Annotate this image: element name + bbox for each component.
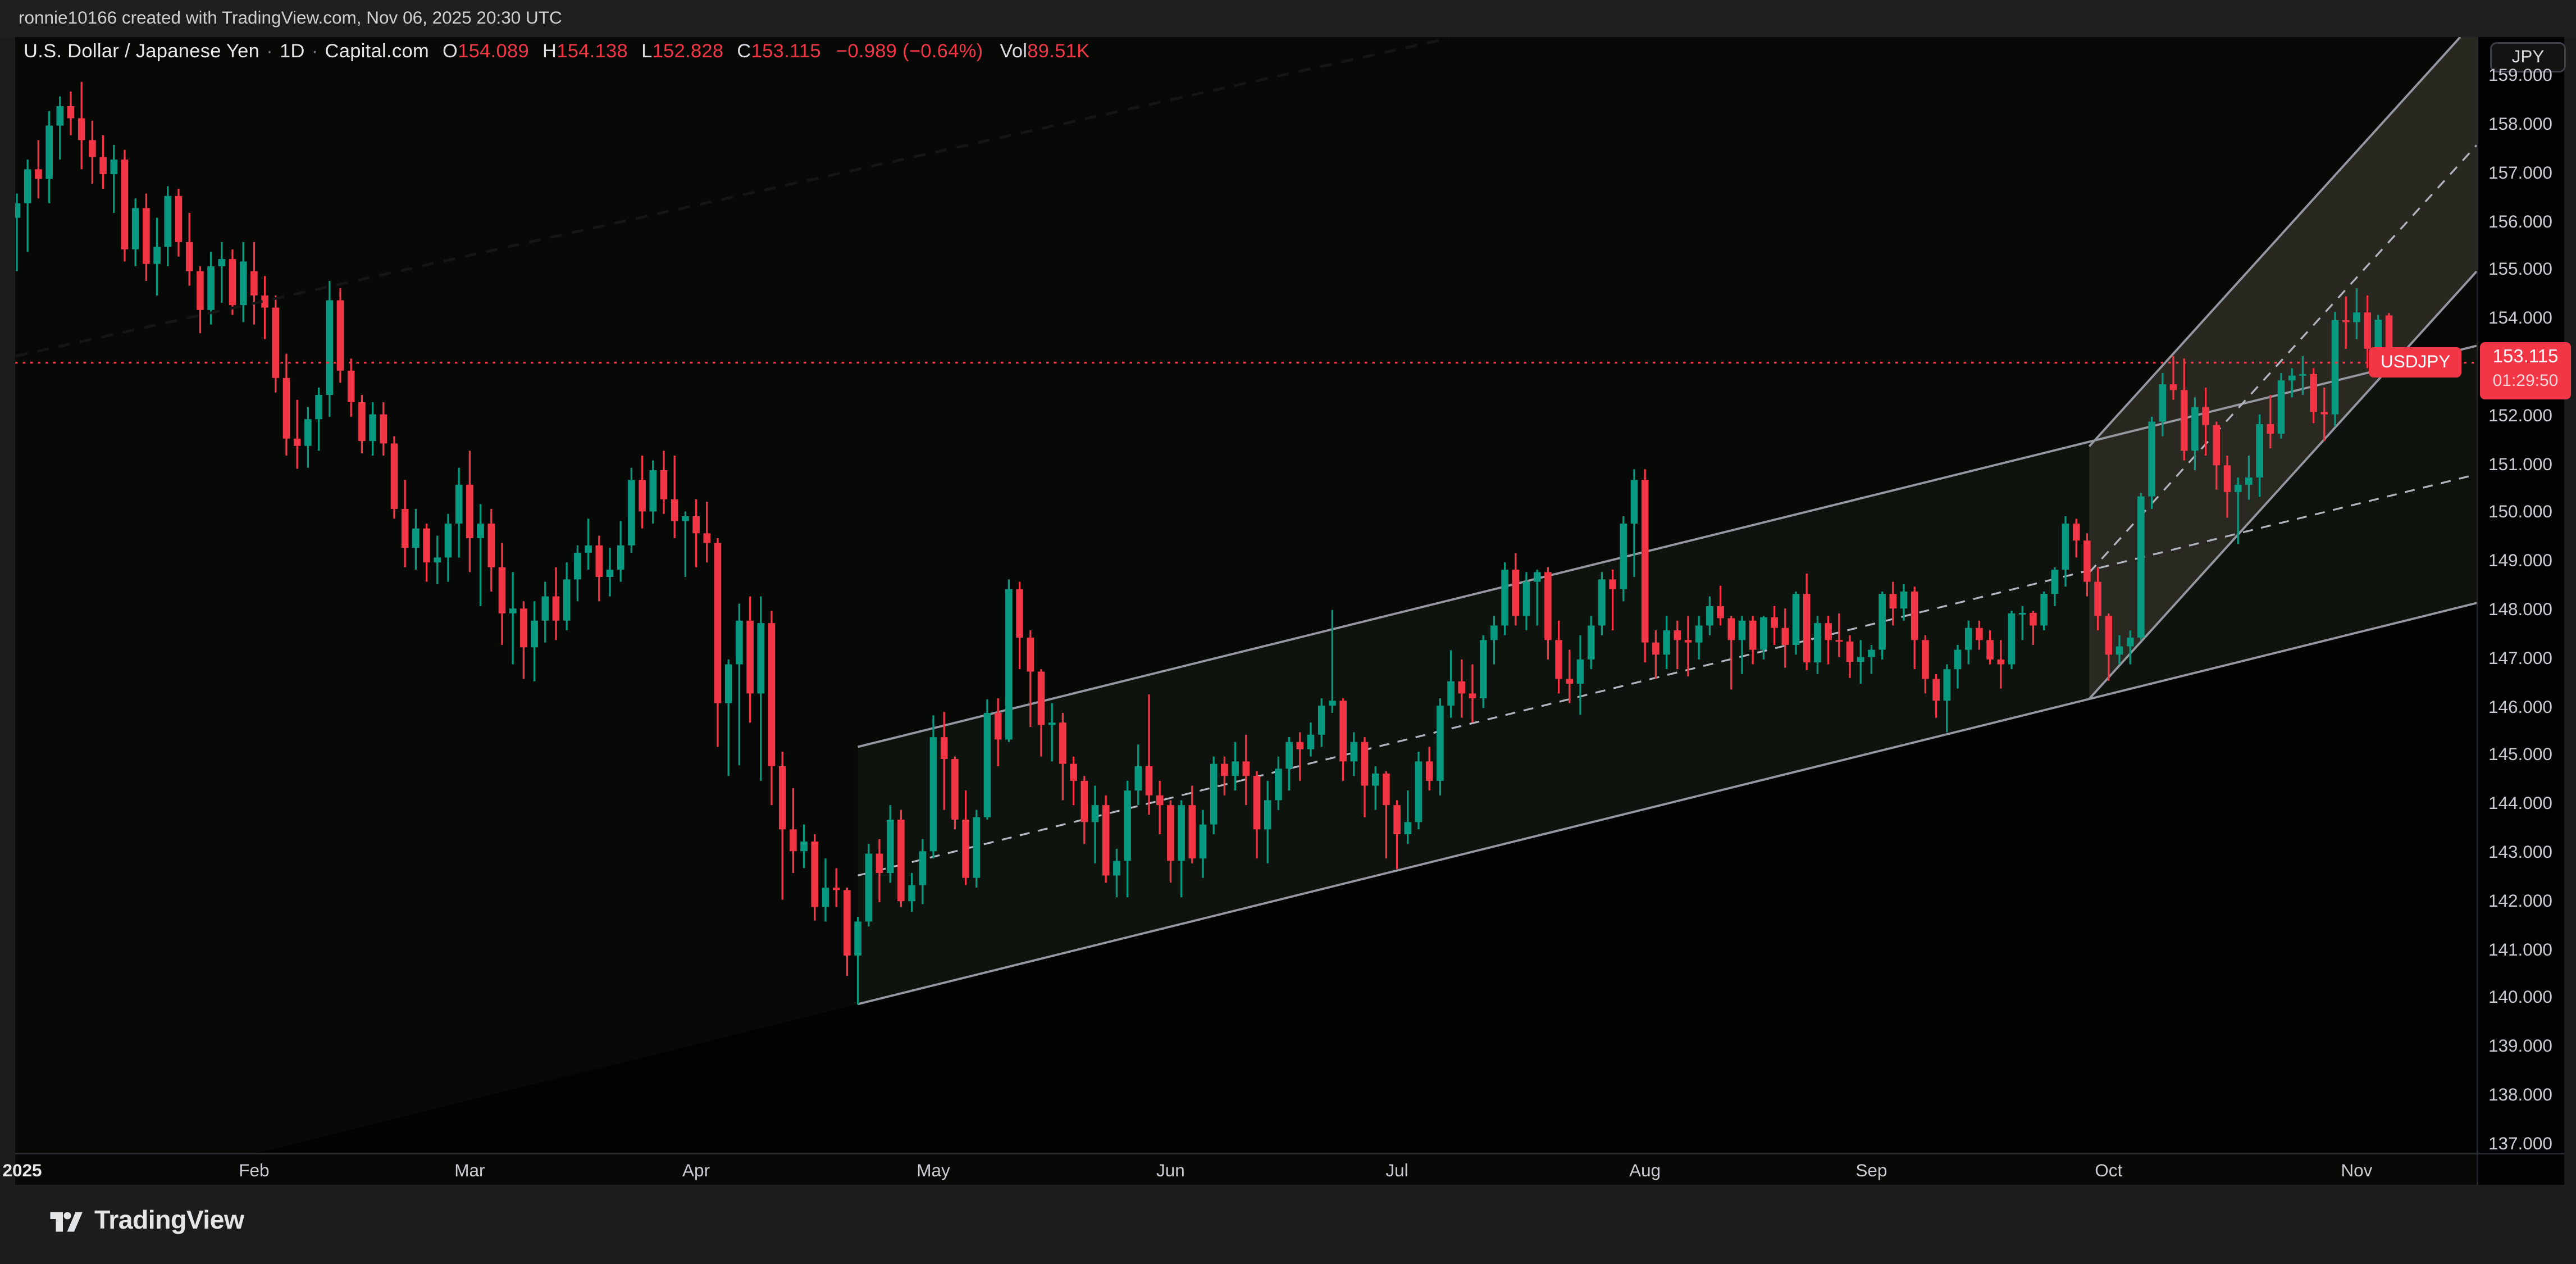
- price-tick-label: 154.000: [2488, 308, 2552, 329]
- tradingview-logo-text: TradingView: [94, 1207, 244, 1235]
- price-tick-label: 142.000: [2488, 891, 2552, 912]
- ohlc-value: 153.115: [751, 42, 821, 62]
- ohlc-value: 152.828: [652, 42, 724, 62]
- bar-countdown: 01:29:50: [2492, 372, 2559, 391]
- ohlc-key: C: [737, 42, 751, 62]
- price-tick-label: 152.000: [2488, 406, 2552, 426]
- symbol-legend[interactable]: U.S. Dollar / Japanese Yen · 1D · Capital.co…: [24, 42, 1089, 62]
- change-value: −0.989 (−0.64%): [836, 42, 983, 62]
- time-tick-label: Jun: [1156, 1161, 1185, 1181]
- bottom-toolbar: [0, 1185, 2576, 1264]
- price-tick-label: 156.000: [2488, 211, 2552, 232]
- time-tick-label: Jul: [1385, 1161, 1408, 1181]
- price-tick-label: 144.000: [2488, 794, 2552, 815]
- price-tick-label: 146.000: [2488, 697, 2552, 717]
- last-price-label: 153.115 01:29:50: [2480, 342, 2571, 399]
- ohlc-values: O154.089 H154.138 L152.828 C153.115: [429, 42, 821, 62]
- price-tick-label: 157.000: [2488, 163, 2552, 184]
- candlestick-chart[interactable]: [15, 37, 2477, 1185]
- tradingview-logo-icon: [50, 1212, 83, 1232]
- ohlc-key: L: [641, 42, 653, 62]
- price-tick-label: 137.000: [2488, 1134, 2552, 1154]
- time-tick-label: Aug: [1629, 1161, 1661, 1181]
- ohlc-key: H: [542, 42, 557, 62]
- price-tick-label: 145.000: [2488, 745, 2552, 766]
- price-tick-label: 140.000: [2488, 988, 2552, 1009]
- price-tick-label: 141.000: [2488, 939, 2552, 960]
- price-tick-label: 159.000: [2488, 66, 2552, 87]
- time-tick-label: Apr: [682, 1161, 710, 1181]
- volume-label: Vol: [1000, 42, 1028, 62]
- volume-value: 89.51K: [1027, 42, 1090, 62]
- price-tick-label: 149.000: [2488, 551, 2552, 572]
- ohlc-value: 154.138: [557, 42, 628, 62]
- price-tick-label: 155.000: [2488, 260, 2552, 281]
- timeframe-label[interactable]: 1D: [280, 42, 305, 62]
- ohlc-key: O: [443, 42, 458, 62]
- price-tick-label: 143.000: [2488, 843, 2552, 863]
- axis-separator-vertical: [2477, 37, 2478, 1185]
- price-axis-background[interactable]: [2477, 37, 2564, 1185]
- price-tick-label: 139.000: [2488, 1036, 2552, 1057]
- price-tick-label: 138.000: [2488, 1085, 2552, 1106]
- legend-separator: ·: [266, 42, 273, 62]
- exchange-label: Capital.com: [325, 42, 430, 62]
- price-tick-label: 148.000: [2488, 600, 2552, 620]
- time-tick-label: 2025: [2, 1161, 42, 1181]
- time-tick-label: Nov: [2341, 1161, 2373, 1181]
- time-tick-label: May: [917, 1161, 950, 1181]
- price-tick-label: 147.000: [2488, 648, 2552, 669]
- axis-separator-horizontal: [15, 1153, 2564, 1154]
- time-tick-label: Mar: [454, 1161, 485, 1181]
- price-tick-label: 151.000: [2488, 454, 2552, 475]
- attribution-bar: ronnie10166 created with TradingView.com…: [0, 0, 2576, 37]
- time-tick-label: Oct: [2095, 1161, 2123, 1181]
- time-tick-label: Feb: [239, 1161, 270, 1181]
- last-price-value: 153.115: [2492, 347, 2559, 367]
- tradingview-logo[interactable]: TradingView: [49, 1207, 244, 1237]
- currency-badge[interactable]: JPY: [2490, 42, 2566, 72]
- price-line-symbol-pill: USDJPY: [2369, 347, 2463, 378]
- ohlc-value: 154.089: [458, 42, 529, 62]
- legend-separator: ·: [311, 42, 318, 62]
- right-margin: [2564, 37, 2576, 1185]
- price-tick-label: 158.000: [2488, 115, 2552, 135]
- price-tick-label: 150.000: [2488, 503, 2552, 524]
- time-tick-label: Sep: [1855, 1161, 1887, 1181]
- symbol-title[interactable]: U.S. Dollar / Japanese Yen: [24, 42, 260, 62]
- left-margin: [0, 37, 15, 1185]
